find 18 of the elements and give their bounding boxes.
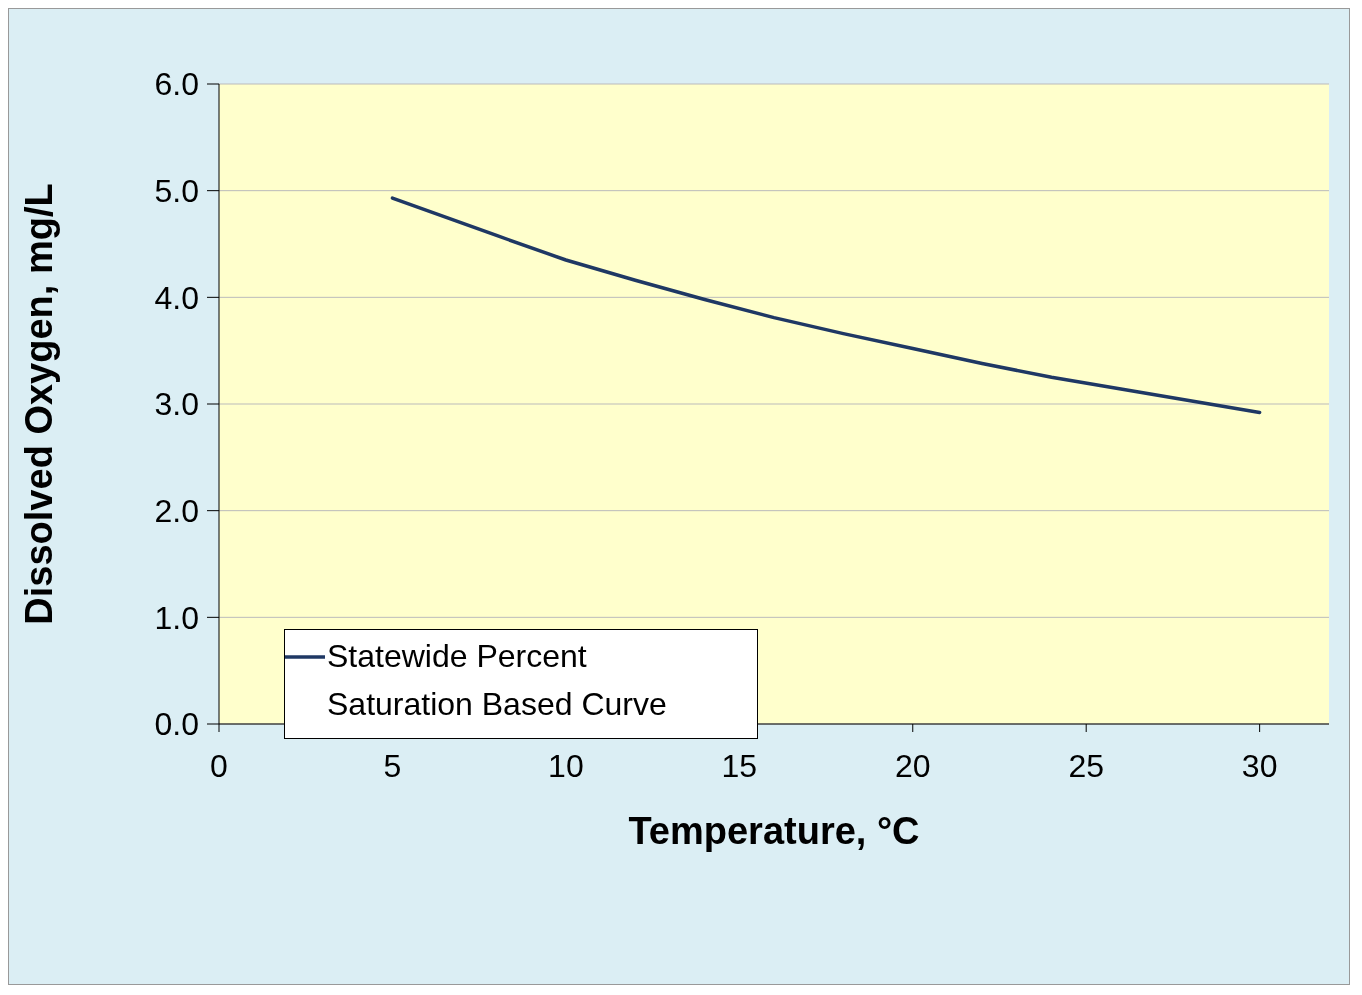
y-tick-label: 5.0 (154, 173, 199, 210)
line-series (390, 196, 1262, 415)
y-tick-label: 2.0 (154, 493, 199, 530)
x-tick-label: 10 (548, 747, 584, 784)
x-tick-label: 0 (210, 747, 228, 784)
legend-label: Statewide Percent Saturation Based Curve (327, 637, 668, 724)
x-tick-label: 30 (1241, 747, 1278, 784)
x-tick-label: 15 (721, 747, 758, 784)
y-axis-title: Dissolved Oxygen, mg/L (18, 183, 61, 625)
y-tick-label: 4.0 (154, 279, 199, 316)
x-axis-title: Temperature, °C (628, 810, 920, 852)
y-tick-label: 1.0 (154, 599, 199, 636)
x-tick-label: 5 (383, 747, 402, 784)
x-tick-label: 25 (1068, 747, 1104, 784)
y-tick-label: 0.0 (154, 706, 199, 743)
y-tick-label: 3.0 (154, 386, 199, 423)
y-tick-label: 6.0 (154, 66, 199, 103)
x-tick-label: 20 (894, 747, 931, 784)
